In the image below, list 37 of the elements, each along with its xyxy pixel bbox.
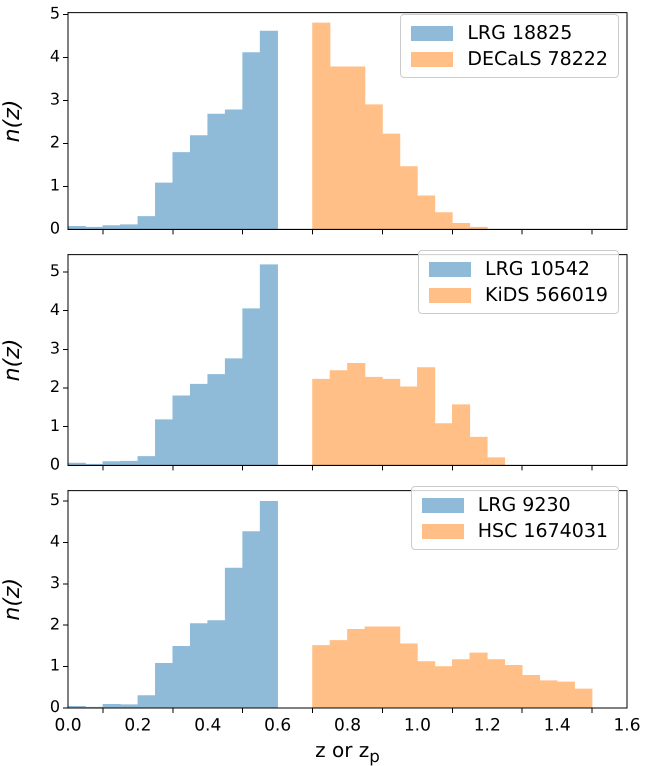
x-tick-label: 0.4 [194,716,222,736]
y-axis-title: n(z) [0,578,25,621]
y-tick-label: 0 [50,218,60,238]
x-tick-label: 1.0 [404,716,431,736]
y-tick-label: 4 [50,300,60,319]
y-tick-label: 5 [50,261,60,280]
x-tick-label: 0.6 [264,716,292,736]
y-tick-label: 3 [50,338,60,358]
y-tick-label: 2 [50,132,60,152]
x-tick-label: 0.8 [334,716,362,736]
y-tick-label: 4 [50,46,60,66]
legend-label: DECaLS 78222 [467,47,608,72]
legend-label: LRG 10542 [485,257,590,282]
y-tick-label: 1 [50,176,60,195]
legend-label: KiDS 566019 [485,283,608,308]
y-tick-label: 2 [50,614,60,634]
x-tick-label: 1.6 [613,716,641,736]
x-tick-label: 1.4 [544,716,571,736]
y-tick-label: 0 [50,454,60,474]
y-tick-label: 4 [50,532,60,551]
y-axis-title: n(z) [0,338,25,382]
y-tick-label: 5 [50,490,60,510]
y-tick-label: 5 [50,3,60,22]
x-axis-title: z or z$_{p}$ [314,738,381,766]
y-tick-label: 2 [50,377,60,396]
x-tick-label: 1.2 [474,716,501,736]
y-tick-label: 3 [50,572,60,592]
y-axis-title: n(z) [0,100,25,142]
legend-label: LRG 18825 [467,21,572,46]
x-tick-label: 0.0 [54,716,82,736]
y-tick-label: 1 [50,656,60,675]
legend-label: LRG 9230 [478,493,571,518]
legend-label: HSC 1674031 [478,519,608,544]
y-tick-label: 1 [50,416,60,435]
y-tick-label: 3 [50,90,60,109]
x-tick-label: 0.2 [124,716,152,736]
y-tick-label: 0 [50,697,60,716]
